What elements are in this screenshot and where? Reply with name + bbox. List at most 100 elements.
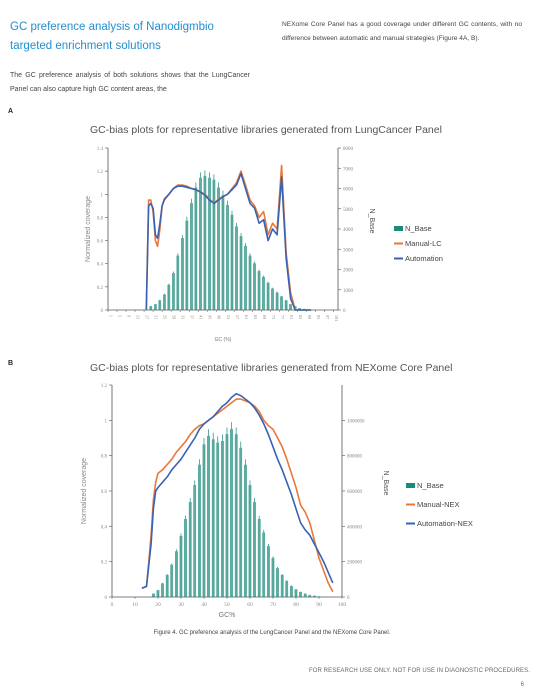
n-base-bar	[267, 546, 268, 597]
n-base-bar	[182, 238, 184, 310]
n-base-bar	[177, 253, 179, 310]
n-base-bar	[212, 432, 214, 597]
x-tick-label: 5	[118, 315, 123, 317]
x-tick-label: 41	[199, 315, 204, 319]
n-base-bar	[227, 434, 229, 597]
n-base-bar	[226, 205, 227, 310]
n-base-bar	[258, 269, 260, 310]
n-base-bar	[213, 439, 215, 597]
n-base-bar	[152, 593, 153, 597]
n-base-bar	[286, 580, 288, 597]
n-base-bar	[182, 235, 183, 310]
n-base-bar	[210, 177, 211, 310]
x-tick-label: 93	[316, 315, 321, 319]
x-tick-label: 25	[163, 315, 168, 319]
n-base-bar	[162, 582, 163, 597]
n-base-bar	[204, 444, 206, 597]
n-base-bar	[231, 422, 232, 597]
n-base-bar	[201, 177, 202, 310]
x-tick-label: 101	[334, 315, 339, 321]
n-base-bar	[290, 303, 291, 310]
n-base-bar	[178, 255, 180, 310]
n-base-bar	[153, 593, 154, 597]
n-base-bar	[222, 434, 223, 597]
legend-label-n-base: N_Base	[417, 481, 444, 490]
y2-tick-label: 8000	[343, 147, 354, 152]
n-base-bar	[222, 190, 224, 310]
n-base-bar	[212, 179, 214, 310]
n-base-bar	[250, 255, 252, 310]
n-base-bar	[196, 187, 198, 310]
legend-label-automation: Automation-NEX	[417, 519, 473, 528]
n-base-bar	[272, 556, 274, 597]
y2-tick-label: 1000	[343, 289, 354, 294]
n-base-bar	[280, 296, 282, 310]
n-base-bar	[163, 583, 164, 597]
n-base-bar	[168, 283, 170, 310]
n-base-bar	[198, 464, 199, 597]
n-base-bar	[205, 175, 207, 310]
n-base-bar	[165, 574, 167, 597]
n-base-bar	[248, 255, 250, 310]
x-tick-label: 37	[190, 315, 195, 319]
n-base-bar	[176, 549, 177, 597]
n-base-bar	[171, 563, 173, 597]
y2-tick-label: 0	[347, 596, 350, 601]
n-base-bar	[277, 292, 279, 310]
n-base-bar	[285, 580, 287, 597]
n-base-bar	[159, 299, 161, 310]
n-base-bar	[305, 593, 307, 597]
n-base-bar	[191, 198, 192, 310]
n-base-bar	[295, 306, 297, 310]
n-base-bar	[267, 281, 269, 310]
n-base-bar	[299, 591, 300, 597]
n-base-bar	[289, 304, 291, 310]
n-base-bar	[241, 447, 243, 597]
n-base-bar	[253, 502, 254, 597]
n-base-bar	[199, 459, 200, 597]
n-base-bar	[257, 271, 259, 310]
n-base-bar	[250, 485, 252, 597]
n-base-bar	[230, 214, 232, 310]
x-tick-label: 49	[217, 315, 222, 319]
n-base-bar	[155, 304, 157, 310]
n-base-bar	[173, 273, 175, 310]
n-base-bar	[264, 532, 266, 597]
n-base-bar	[314, 595, 316, 597]
n-base-bar	[235, 226, 236, 310]
n-base-bar	[244, 245, 245, 310]
n-base-bar	[190, 502, 192, 597]
n-base-bar	[259, 518, 261, 597]
n-base-bar	[246, 245, 247, 310]
y2-axis-label: N_Base	[368, 209, 375, 234]
n-base-bar	[172, 273, 173, 310]
x-tick-label: 10	[132, 602, 138, 608]
n-base-bar	[195, 485, 197, 597]
n-base-bar	[166, 574, 168, 597]
x-tick-label: 21	[154, 315, 159, 319]
x-tick-label: 69	[262, 315, 267, 319]
n-base-bar	[277, 566, 278, 597]
n-base-bar	[262, 532, 264, 597]
n-base-bar	[272, 287, 273, 310]
n-base-bar	[268, 546, 270, 597]
n-base-bar	[245, 459, 246, 597]
n-base-bar	[282, 296, 283, 310]
n-base-bar	[281, 574, 283, 597]
n-base-bar	[234, 434, 236, 597]
y2-tick-label: 4000	[343, 228, 354, 233]
n-base-bar	[298, 308, 300, 310]
x-tick-label: 90	[316, 602, 322, 608]
n-base-bar	[154, 304, 155, 310]
n-base-bar	[310, 594, 312, 597]
y-tick-label: 1.2	[101, 384, 108, 389]
figure-caption: Figure 4. GC preference analysis of the …	[153, 630, 391, 636]
n-base-bar	[268, 544, 269, 597]
n-base-bar	[158, 590, 160, 597]
n-base-bar	[253, 263, 254, 310]
n-base-bar	[241, 236, 243, 310]
y2-tick-label: 600000	[347, 490, 363, 495]
x-tick-label: 65	[253, 315, 258, 319]
n-base-bar	[249, 253, 251, 310]
n-base-bar	[304, 593, 306, 597]
